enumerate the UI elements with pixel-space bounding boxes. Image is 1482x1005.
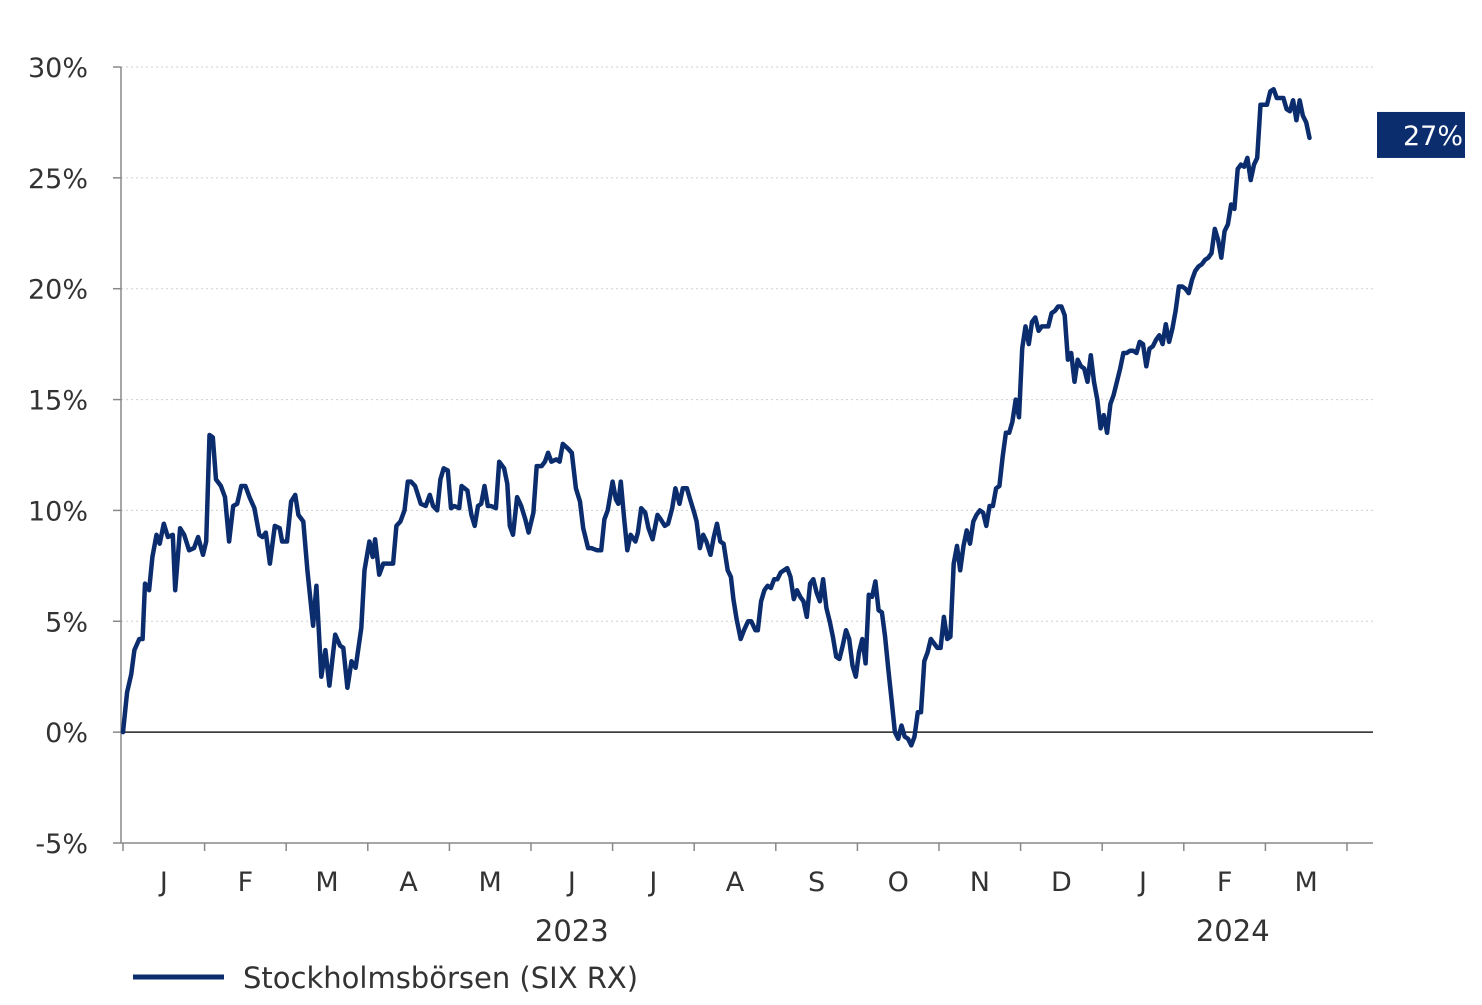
y-tick-label: 10%: [28, 496, 88, 527]
month-label: O: [888, 867, 909, 898]
month-label: A: [726, 867, 745, 898]
year-label: 2023: [535, 914, 609, 948]
end-label-box: [1377, 111, 1465, 158]
month-label: M: [315, 867, 338, 898]
series-layer: [120, 86, 1312, 748]
gridlines: [121, 66, 1373, 733]
y-tick-label: 5%: [45, 607, 88, 638]
month-label: J: [1137, 867, 1147, 898]
y-tick-label: 15%: [28, 386, 88, 417]
y-tick-label: 20%: [28, 275, 88, 306]
end-label-value: 27%: [1403, 121, 1463, 152]
year-label: 2024: [1196, 914, 1270, 948]
y-tick-label: 30%: [28, 53, 88, 84]
month-label: M: [479, 867, 502, 898]
month-label: J: [647, 867, 657, 898]
y-tick-label: 25%: [28, 164, 88, 195]
end-value-label: 27%: [1377, 111, 1465, 158]
x-axis: J F M A M J J A S O N D J F M 2023 2024: [121, 842, 1373, 948]
y-axis: -5% 0% 5% 10% 15% 20% 25% 30%: [28, 53, 122, 860]
month-label: N: [970, 867, 990, 898]
y-tick-label: 0%: [45, 718, 88, 749]
month-label: A: [399, 867, 418, 898]
month-label: F: [238, 867, 254, 898]
month-label: J: [566, 867, 576, 898]
month-label: S: [808, 867, 825, 898]
month-label: D: [1051, 867, 1072, 898]
legend: Stockholmsbörsen (SIX RX): [133, 961, 638, 995]
month-label: J: [158, 867, 168, 898]
month-label: F: [1217, 867, 1233, 898]
y-tick-label: -5%: [35, 829, 88, 860]
series-line: [120, 86, 1312, 748]
month-label: M: [1295, 867, 1318, 898]
legend-label: Stockholmsbörsen (SIX RX): [243, 961, 638, 995]
